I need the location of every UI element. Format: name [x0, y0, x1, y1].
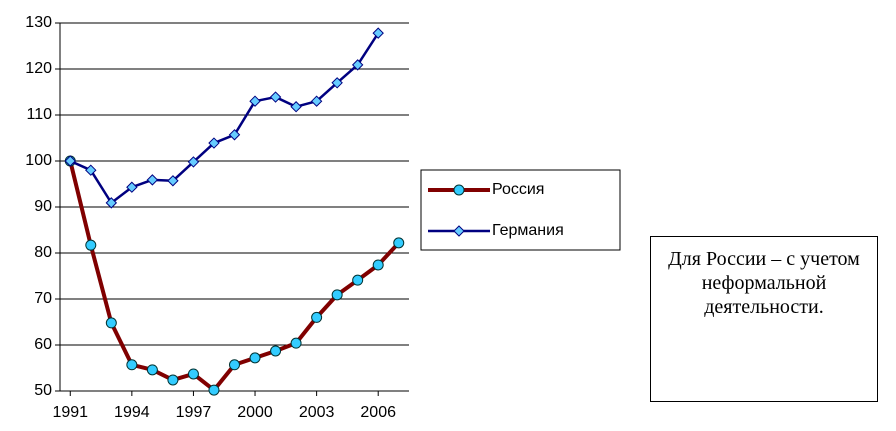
point [290, 101, 302, 113]
point [311, 311, 323, 323]
y-tick-label: 110 [26, 106, 52, 123]
point [64, 155, 76, 167]
y-tick-label: 70 [34, 290, 52, 307]
series-line [69, 32, 380, 205]
point [269, 91, 282, 103]
point [105, 197, 118, 209]
point [372, 27, 384, 39]
point [249, 95, 261, 107]
point [167, 374, 179, 386]
legend-label: Россия [492, 181, 544, 198]
point [146, 174, 159, 186]
x-tick-label: 2000 [237, 404, 273, 421]
point [290, 337, 302, 349]
point [146, 364, 158, 376]
legend-marker [453, 184, 465, 196]
y-tick-label: 50 [34, 382, 52, 399]
point [126, 359, 138, 371]
point [372, 259, 384, 271]
point [208, 384, 220, 396]
y-tick-label: 60 [34, 336, 52, 353]
point [331, 77, 343, 89]
x-tick-label: 2003 [299, 404, 335, 421]
x-tick-label: 1991 [52, 404, 88, 421]
annotation: Для России – с учетом неформальной деяте… [650, 236, 878, 402]
y-tick-label: 120 [25, 60, 52, 77]
point [85, 239, 97, 251]
point [351, 59, 364, 71]
y-tick-label: 80 [34, 244, 52, 261]
point [393, 237, 405, 249]
y-tick-label: 130 [25, 14, 52, 31]
legend-marker [453, 225, 465, 237]
point [249, 352, 261, 364]
y-tick-label: 100 [25, 152, 52, 169]
point [228, 129, 241, 141]
point [270, 345, 282, 357]
point [105, 317, 117, 329]
legend-box [420, 169, 621, 251]
point [187, 156, 200, 168]
y-tick-label: 90 [34, 198, 52, 215]
point [85, 164, 97, 176]
legend-label: Германия [492, 222, 564, 239]
point [167, 175, 179, 187]
point [208, 137, 220, 149]
point [229, 359, 240, 371]
point [126, 181, 138, 193]
point [331, 289, 343, 301]
point [187, 368, 199, 380]
x-tick-label: 1994 [114, 404, 150, 421]
point [352, 274, 364, 286]
x-tick-label: 2006 [360, 404, 396, 421]
x-tick-label: 1997 [176, 404, 212, 421]
point [310, 95, 323, 107]
